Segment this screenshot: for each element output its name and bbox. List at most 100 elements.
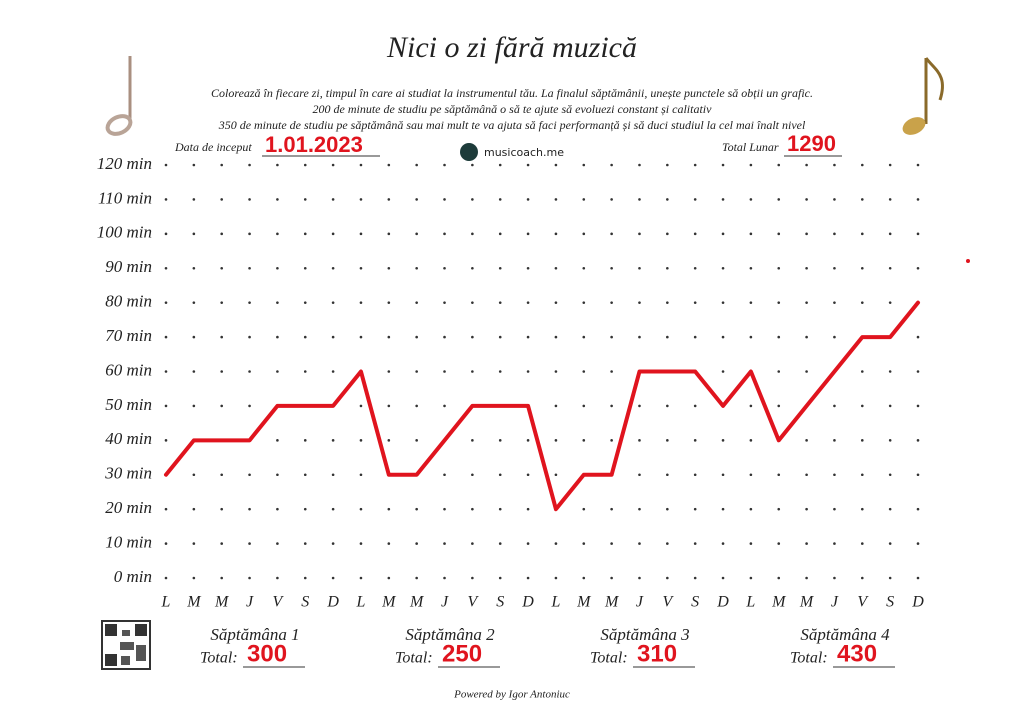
instruction: Colorează în fiecare zi, timpul în care … xyxy=(211,86,813,100)
grid-dot xyxy=(387,266,391,270)
grid-dot xyxy=(721,370,725,373)
grid-dot xyxy=(248,301,251,304)
grid-dot xyxy=(582,370,586,373)
grid-dot xyxy=(749,473,753,477)
grid-dot xyxy=(916,404,920,408)
grid-dot xyxy=(833,335,836,339)
grid-dot xyxy=(916,335,920,339)
qr-code xyxy=(101,620,151,670)
grid-dot xyxy=(638,439,641,442)
grid-dot xyxy=(693,576,697,580)
grid-dot xyxy=(805,232,808,236)
grid-dot xyxy=(860,370,864,373)
grid-dot xyxy=(303,542,307,545)
grid-dot xyxy=(192,507,196,511)
grid-dot xyxy=(331,507,335,511)
grid-dot xyxy=(638,576,641,580)
grid-dot xyxy=(471,473,474,477)
grid-dot xyxy=(415,232,418,236)
grid-dot xyxy=(805,576,808,580)
grid-dot xyxy=(303,507,307,511)
x-tick-label: L xyxy=(161,594,171,611)
grid-dot xyxy=(721,542,725,545)
grid-dot xyxy=(164,163,168,167)
stray-dot xyxy=(966,259,970,263)
grid-dot xyxy=(248,542,251,545)
grid-dot xyxy=(638,473,641,477)
grid-dot xyxy=(749,301,753,304)
grid-dot xyxy=(498,163,502,167)
grid-dot xyxy=(303,163,307,167)
grid-dot xyxy=(192,473,196,477)
y-tick-label: 90 min xyxy=(105,257,152,276)
grid-dot xyxy=(554,163,558,167)
week-total: 430 xyxy=(837,640,877,667)
grid-dot xyxy=(693,232,697,236)
grid-dot xyxy=(498,335,502,339)
grid-dot xyxy=(582,576,586,580)
grid-dot xyxy=(721,507,725,511)
grid-dot xyxy=(888,370,892,373)
grid-dot xyxy=(331,232,335,236)
grid-dot xyxy=(638,301,641,304)
y-tick-label: 100 min xyxy=(97,223,152,242)
grid-dot xyxy=(415,198,418,201)
x-tick-label: S xyxy=(496,594,504,611)
grid-dot xyxy=(666,473,669,477)
grid-dot xyxy=(582,266,586,270)
grid-dot xyxy=(303,266,307,270)
grid-dot xyxy=(248,473,251,477)
grid-dot xyxy=(303,335,307,339)
x-tick-label: M xyxy=(799,594,815,611)
grid-dot xyxy=(582,507,586,511)
grid-dot xyxy=(805,301,808,304)
grid-dot xyxy=(610,266,613,270)
grid-dot xyxy=(164,301,168,304)
grid-dot xyxy=(693,439,697,442)
grid-dot xyxy=(415,576,418,580)
grid-dot xyxy=(554,198,558,201)
grid-dot xyxy=(471,266,474,270)
grid-dot xyxy=(693,335,697,339)
x-tick-label: L xyxy=(745,594,755,611)
grid-dot xyxy=(916,507,920,511)
grid-dot xyxy=(610,542,613,545)
grid-dot xyxy=(916,370,920,373)
grid-dot xyxy=(359,266,363,270)
grid-dot xyxy=(415,266,418,270)
grid-dot xyxy=(666,576,669,580)
grid-dot xyxy=(276,542,279,545)
week-name: Săptămâna 3 xyxy=(600,625,689,644)
grid-dot xyxy=(498,473,502,477)
grid-dot xyxy=(276,301,279,304)
grid-dot xyxy=(415,370,418,373)
grid-dot xyxy=(498,576,502,580)
grid-dot xyxy=(582,439,586,442)
logo: musicoach.me xyxy=(484,146,564,159)
grid-dot xyxy=(443,335,446,339)
x-tick-label: M xyxy=(186,594,202,611)
grid-dot xyxy=(749,163,753,167)
y-tick-label: 110 min xyxy=(98,188,152,207)
grid-dot xyxy=(164,507,168,511)
grid-dot xyxy=(220,507,224,511)
grid-dot xyxy=(359,507,363,511)
grid-dot xyxy=(526,198,530,201)
grid-dot xyxy=(164,439,168,442)
week-total: 250 xyxy=(442,640,482,667)
grid-dot xyxy=(554,232,558,236)
x-tick-label: M xyxy=(771,594,787,611)
grid-dot xyxy=(471,163,474,167)
grid-dot xyxy=(888,404,892,408)
grid-dot xyxy=(498,370,502,373)
grid-dot xyxy=(443,301,446,304)
grid-dot xyxy=(916,232,920,236)
grid-dot xyxy=(554,576,558,580)
grid-dot xyxy=(303,232,307,236)
grid-dot xyxy=(777,232,781,236)
grid-dot xyxy=(610,198,613,201)
grid-dot xyxy=(359,301,363,304)
x-tick-label: S xyxy=(886,594,894,611)
grid-dot xyxy=(276,163,279,167)
grid-dot xyxy=(610,301,613,304)
